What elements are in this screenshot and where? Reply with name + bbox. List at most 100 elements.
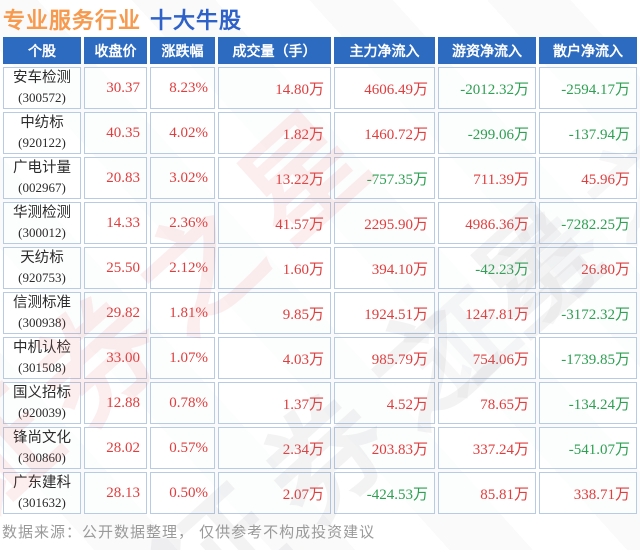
stock-cell: 天纺标 (920753) xyxy=(3,247,81,289)
retail-inflow-cell: -2594.17万 xyxy=(539,67,637,109)
close-price-cell: 28.13 xyxy=(84,472,147,514)
main-inflow-cell: 1924.51万 xyxy=(334,292,435,334)
close-price-cell: 28.02 xyxy=(84,427,147,469)
column-header-close-price: 收盘价 xyxy=(84,37,147,64)
stock-name: 中纺标 xyxy=(20,115,64,131)
speculative-inflow-cell: 78.65万 xyxy=(438,382,536,424)
retail-inflow-cell: -137.94万 xyxy=(539,112,637,154)
close-price-cell: 12.88 xyxy=(84,382,147,424)
column-header-main-inflow: 主力净流入 xyxy=(334,37,435,64)
speculative-inflow-cell: -42.23万 xyxy=(438,247,536,289)
retail-inflow-cell: -134.24万 xyxy=(539,382,637,424)
stock-name: 锋尚文化 xyxy=(13,430,71,446)
title-industry: 专业服务行业 xyxy=(3,8,142,33)
stock-cell: 中纺标 (920122) xyxy=(3,112,81,154)
stock-cell: 国义招标 (920039) xyxy=(3,382,81,424)
stock-code: (920753) xyxy=(18,270,66,285)
close-price-cell: 40.35 xyxy=(84,112,147,154)
volume-cell: 9.85万 xyxy=(218,292,331,334)
close-price-cell: 14.33 xyxy=(84,202,147,244)
main-inflow-cell: 985.79万 xyxy=(334,337,435,379)
stock-name: 信测标准 xyxy=(13,295,71,311)
close-price-cell: 33.00 xyxy=(84,337,147,379)
stock-cell: 广东建科 (301632) xyxy=(3,472,81,514)
close-price-cell: 20.83 xyxy=(84,157,147,199)
speculative-inflow-cell: 754.06万 xyxy=(438,337,536,379)
stock-cell: 华测检测 (300012) xyxy=(3,202,81,244)
stock-name: 中机认检 xyxy=(13,340,71,356)
speculative-inflow-cell: -299.06万 xyxy=(438,112,536,154)
stock-name: 国义招标 xyxy=(13,385,71,401)
volume-cell: 14.80万 xyxy=(218,67,331,109)
change-percent-cell: 3.02% xyxy=(150,157,215,199)
stock-name: 华测检测 xyxy=(13,205,71,221)
volume-cell: 2.34万 xyxy=(218,427,331,469)
retail-inflow-cell: 45.96万 xyxy=(539,157,637,199)
stock-cell: 广电计量 (002967) xyxy=(3,157,81,199)
volume-cell: 1.37万 xyxy=(218,382,331,424)
retail-inflow-cell: -1739.85万 xyxy=(539,337,637,379)
volume-cell: 4.03万 xyxy=(218,337,331,379)
column-header-change-percent: 涨跌幅 xyxy=(150,37,215,64)
main-inflow-cell: 4606.49万 xyxy=(334,67,435,109)
change-percent-cell: 4.02% xyxy=(150,112,215,154)
volume-cell: 2.07万 xyxy=(218,472,331,514)
change-percent-cell: 0.50% xyxy=(150,472,215,514)
stock-cell: 中机认检 (301508) xyxy=(3,337,81,379)
retail-inflow-cell: -7282.25万 xyxy=(539,202,637,244)
change-percent-cell: 0.78% xyxy=(150,382,215,424)
column-header-volume: 成交量（手） xyxy=(218,37,331,64)
stock-code: (920122) xyxy=(18,135,66,150)
stock-name: 安车检测 xyxy=(13,70,71,86)
main-inflow-cell: 2295.90万 xyxy=(334,202,435,244)
stock-code: (301508) xyxy=(18,360,66,375)
main-inflow-cell: -424.53万 xyxy=(334,472,435,514)
stock-code: (920039) xyxy=(18,405,66,420)
stock-cell: 锋尚文化 (300860) xyxy=(3,427,81,469)
stock-code: (002967) xyxy=(18,180,66,195)
speculative-inflow-cell: 337.24万 xyxy=(438,427,536,469)
speculative-inflow-cell: -2012.32万 xyxy=(438,67,536,109)
stock-cell: 信测标准 (300938) xyxy=(3,292,81,334)
change-percent-cell: 1.07% xyxy=(150,337,215,379)
volume-cell: 13.22万 xyxy=(218,157,331,199)
speculative-inflow-cell: 1247.81万 xyxy=(438,292,536,334)
speculative-inflow-cell: 711.39万 xyxy=(438,157,536,199)
column-header-stock: 个股 xyxy=(3,37,81,64)
change-percent-cell: 0.57% xyxy=(150,427,215,469)
volume-cell: 1.60万 xyxy=(218,247,331,289)
close-price-cell: 29.82 xyxy=(84,292,147,334)
column-header-retail-inflow: 散户净流入 xyxy=(539,37,637,64)
volume-cell: 1.82万 xyxy=(218,112,331,154)
stocks-table: 个股 收盘价 涨跌幅 成交量（手） 主力净流入 游资净流入 散户净流入 安车检测… xyxy=(3,37,637,514)
stock-code: (301632) xyxy=(18,495,66,510)
stock-name: 广东建科 xyxy=(13,475,71,491)
column-header-speculative-inflow: 游资净流入 xyxy=(438,37,536,64)
stock-code: (300012) xyxy=(18,225,66,240)
speculative-inflow-cell: 85.81万 xyxy=(438,472,536,514)
main-inflow-cell: 1460.72万 xyxy=(334,112,435,154)
volume-cell: 41.57万 xyxy=(218,202,331,244)
main-inflow-cell: 394.10万 xyxy=(334,247,435,289)
change-percent-cell: 1.81% xyxy=(150,292,215,334)
title-suffix: 十大牛股 xyxy=(150,8,243,33)
stock-code: (300572) xyxy=(18,90,66,105)
close-price-cell: 30.37 xyxy=(84,67,147,109)
change-percent-cell: 2.36% xyxy=(150,202,215,244)
main-inflow-cell: -757.35万 xyxy=(334,157,435,199)
stock-name: 天纺标 xyxy=(20,250,64,266)
stock-code: (300860) xyxy=(18,450,66,465)
data-source-note: 数据来源：公开数据整理， 仅供参考不构成投资建议 xyxy=(2,524,376,541)
retail-inflow-cell: -3172.32万 xyxy=(539,292,637,334)
stock-name: 广电计量 xyxy=(13,160,71,176)
stock-cell: 安车检测 (300572) xyxy=(3,67,81,109)
page-title: 专业服务行业 十大牛股 xyxy=(3,3,242,35)
main-inflow-cell: 203.83万 xyxy=(334,427,435,469)
retail-inflow-cell: 26.80万 xyxy=(539,247,637,289)
main-inflow-cell: 4.52万 xyxy=(334,382,435,424)
retail-inflow-cell: 338.71万 xyxy=(539,472,637,514)
retail-inflow-cell: -541.07万 xyxy=(539,427,637,469)
change-percent-cell: 8.23% xyxy=(150,67,215,109)
close-price-cell: 25.50 xyxy=(84,247,147,289)
